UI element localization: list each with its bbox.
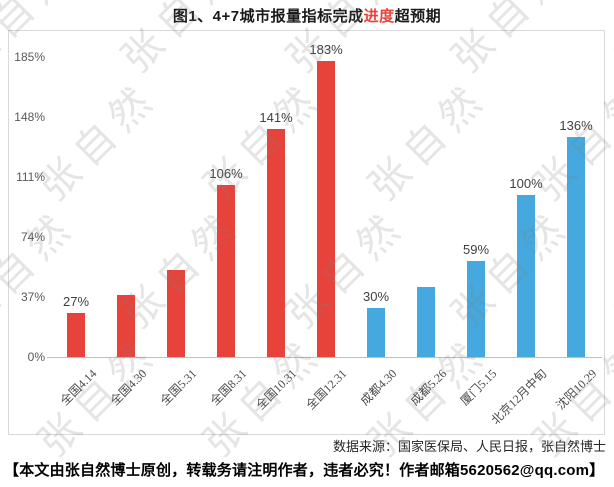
bar-value-label: 100% [509,176,543,191]
x-axis-label: 全国12.31 [303,366,350,413]
bar [317,61,335,357]
bar [67,313,85,357]
bar [467,261,485,357]
x-axis-label: 全国10.31 [253,366,300,413]
bar [267,129,285,357]
x-axis-label: 成都5.26 [407,366,450,409]
bar [117,295,135,357]
bar-value-label: 141% [259,110,293,125]
bar-value-label: 136% [559,118,593,133]
bar-value-label: 27% [62,294,90,309]
bar [567,137,585,357]
y-axis-tick: 111% [16,170,45,185]
bar-value-label: 59% [462,242,490,257]
chart-title-suffix: 超预期 [394,8,442,25]
bar-value-label: 30% [362,289,390,304]
chart-title: 图1、4+7城市报量指标完成进度超预期 [0,5,614,26]
chart-area: 0% 37% 74% 111% 148% 185% 27% 全国4.14 全国4.30 全国5.3… [8,30,605,435]
bar [167,270,185,357]
x-axis-label: 全国8.31 [207,366,250,409]
x-axis-label: 全国5.31 [157,366,200,409]
x-axis-label: 成都4.30 [357,366,400,409]
x-axis-label: 沈阳10.29 [553,366,600,413]
y-axis-tick: 148% [14,110,45,125]
y-axis-tick: 0% [27,350,45,364]
chart-title-highlight: 进度 [363,8,395,25]
bar-value-label: 183% [309,42,343,57]
x-axis-line [47,357,602,358]
x-axis-label: 厦门5.15 [457,366,500,409]
bar [417,287,435,357]
x-axis-label: 全国4.30 [107,366,150,409]
y-axis-tick: 74% [20,230,45,245]
source-note: 数据来源：国家医保局、人民日报，张自然博士 [332,439,606,454]
y-axis-tick: 185% [14,50,45,65]
footer-note: 【本文由张自然博士原创，转载务请注明作者，违者必究！作者邮箱5620562@qq… [4,462,605,479]
chart-title-prefix: 图1、4+7城市报量指标完成 [172,8,364,25]
bar [367,308,385,357]
bar [217,185,235,357]
x-axis-label: 全国4.14 [57,366,100,409]
bar-value-label: 106% [209,166,243,181]
bar [517,195,535,357]
y-axis-tick: 37% [20,290,45,305]
